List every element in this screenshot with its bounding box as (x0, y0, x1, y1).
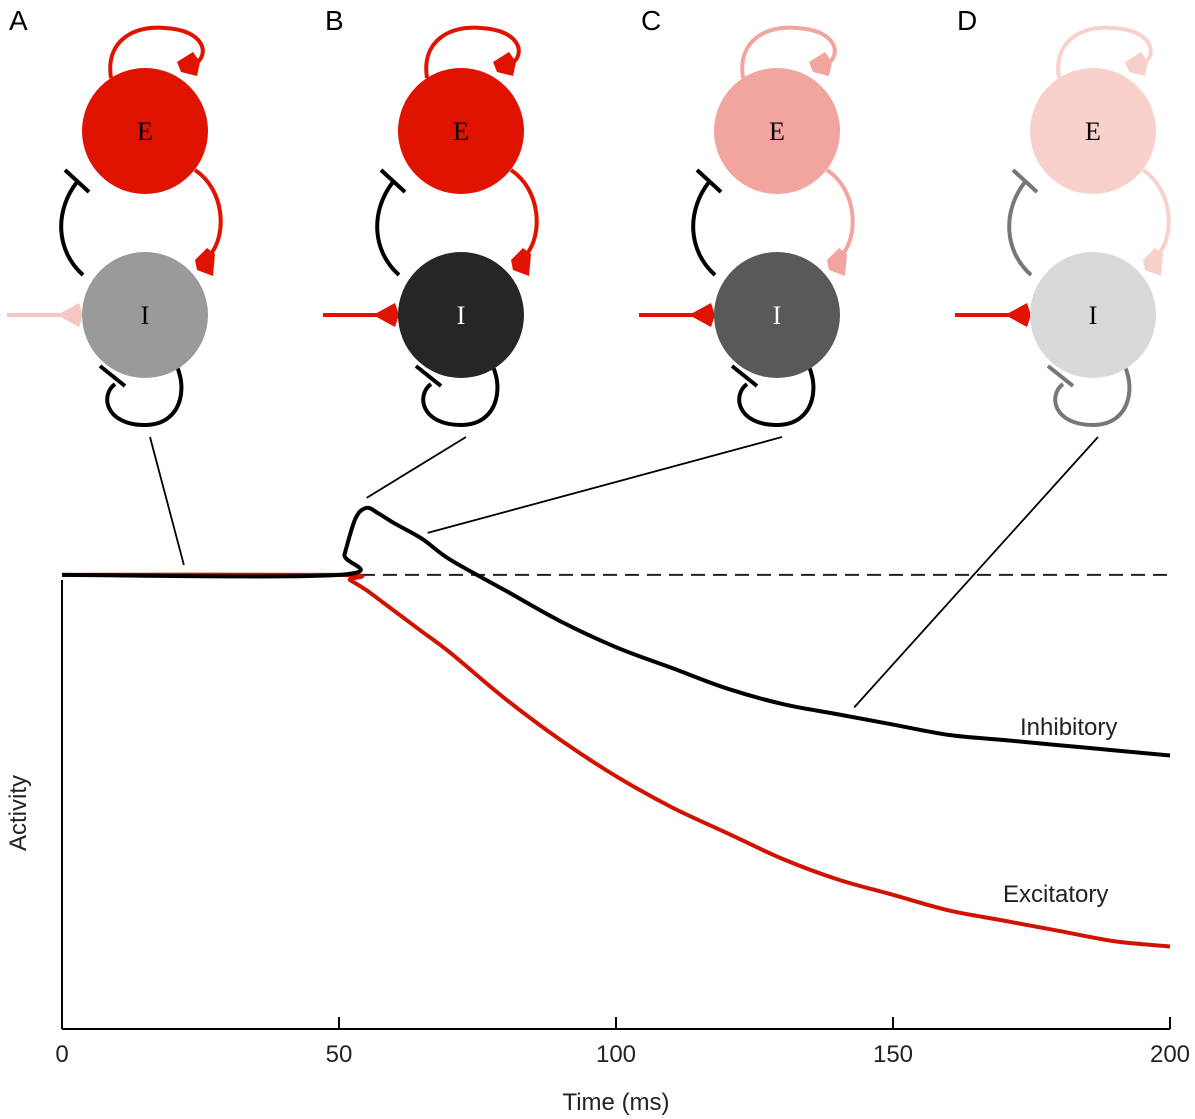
e-to-i-synapse-icon (511, 248, 531, 276)
excitatory-node-label: E (453, 117, 469, 146)
x-ticks: 0 50 100 150 200 (55, 1017, 1190, 1068)
inhibitory-node-label: I (141, 301, 150, 330)
panel-letter: A (9, 5, 28, 36)
panel-letter: C (641, 5, 661, 36)
e-self-excitation-loop (740, 25, 837, 79)
excitatory-node-label: E (137, 117, 153, 146)
i-self-bar-icon (1046, 364, 1075, 388)
connector-line-a (149, 436, 185, 566)
i-self-inhibition-loop (105, 353, 184, 428)
i-self-inhibition-loop (737, 353, 816, 428)
inhibitory-node-label: I (773, 301, 782, 330)
connector-line-c (427, 436, 783, 534)
i-to-e-bar-icon (695, 168, 723, 194)
e-to-i-synapse-icon (195, 248, 215, 276)
i-to-e-bar-icon (63, 168, 91, 194)
connector-lines (149, 436, 1099, 708)
inhibitory-node (398, 252, 524, 378)
i-self-inhibition-loop (1053, 353, 1132, 428)
series-excitatory-line (61, 572, 1171, 949)
excitatory-node (398, 68, 524, 194)
connector-line-b (366, 436, 467, 499)
panel-d: D E I (955, 5, 1171, 428)
y-axis-title: Activity (5, 775, 32, 851)
i-to-e-connection (1007, 180, 1033, 277)
e-to-i-connection (509, 168, 539, 257)
i-to-e-connection (59, 180, 85, 277)
i-to-e-connection (691, 180, 717, 277)
x-tick-label: 0 (55, 1041, 68, 1068)
series-inhibitory-line (61, 505, 1171, 758)
inhibitory-node (1030, 252, 1156, 378)
panel-letter: D (957, 5, 977, 36)
panel-letter: B (325, 5, 344, 36)
x-tick-label: 50 (326, 1041, 353, 1068)
x-axis-title: Time (ms) (562, 1089, 669, 1116)
connector-line-d (853, 436, 1099, 708)
panel-c: C E I (639, 5, 855, 428)
e-self-synapse-icon (493, 52, 516, 76)
inhibitory-node (714, 252, 840, 378)
e-to-i-connection (1141, 168, 1171, 257)
series-label-inhibitory: Inhibitory (1020, 714, 1117, 741)
x-tick-label: 200 (1150, 1041, 1190, 1068)
excitatory-node-label: E (1085, 117, 1101, 146)
circuit-panels: A E I B E I C E I D E I (7, 5, 1171, 428)
e-self-excitation-loop (424, 25, 521, 79)
e-self-synapse-icon (1125, 52, 1148, 76)
x-tick-label: 100 (596, 1041, 636, 1068)
e-to-i-synapse-icon (1143, 248, 1163, 276)
external-input-synapse-icon (689, 303, 715, 327)
excitatory-node (714, 68, 840, 194)
i-to-e-bar-icon (1011, 168, 1039, 194)
e-self-excitation-loop (1056, 25, 1153, 79)
inhibitory-node-label: I (457, 301, 466, 330)
panel-a: A E I (7, 5, 223, 428)
excitatory-node (1030, 68, 1156, 194)
e-self-synapse-icon (809, 52, 832, 76)
e-self-excitation-loop (108, 25, 205, 79)
panel-b: B E I (323, 5, 539, 428)
x-tick-label: 150 (873, 1041, 913, 1068)
e-to-i-connection (825, 168, 855, 257)
series-label-excitatory: Excitatory (1003, 881, 1108, 908)
e-to-i-synapse-icon (827, 248, 847, 276)
external-input-synapse-icon (57, 303, 83, 327)
inhibitory-node-label: I (1089, 301, 1098, 330)
i-to-e-bar-icon (379, 168, 407, 194)
i-self-bar-icon (730, 364, 759, 388)
e-self-synapse-icon (177, 52, 200, 76)
external-input-synapse-icon (1005, 303, 1031, 327)
inhibitory-node (82, 252, 208, 378)
i-self-inhibition-loop (421, 353, 500, 428)
activity-chart: 0 50 100 150 200 Inhibitory Excitatory Time … (5, 505, 1190, 1116)
i-self-bar-icon (414, 364, 443, 388)
excitatory-node (82, 68, 208, 194)
i-self-bar-icon (98, 364, 127, 388)
external-input-synapse-icon (373, 303, 399, 327)
excitatory-node-label: E (769, 117, 785, 146)
i-to-e-connection (375, 180, 401, 277)
e-to-i-connection (193, 168, 223, 257)
